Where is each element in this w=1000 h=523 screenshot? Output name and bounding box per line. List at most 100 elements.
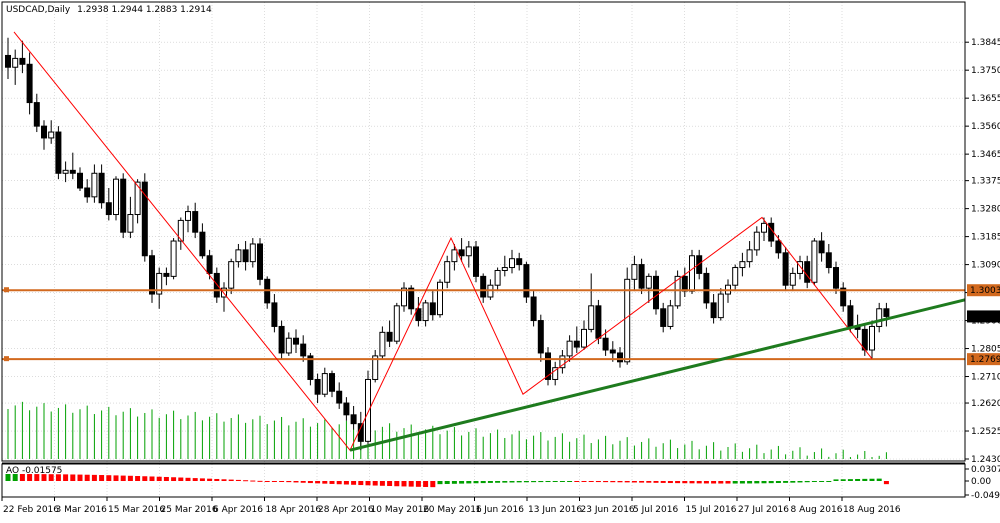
- candle-bear: [386, 331, 393, 342]
- ao-bar-up: [509, 481, 515, 483]
- ao-bar-down: [120, 475, 126, 481]
- ao-bar-down: [603, 481, 609, 483]
- candle-bull: [624, 278, 631, 363]
- ao-bar-down: [207, 478, 213, 481]
- candle-bear: [357, 423, 364, 442]
- ao-bar-up: [790, 481, 796, 483]
- candle-bear: [804, 261, 811, 283]
- candle-bear: [545, 352, 551, 380]
- candle-bull: [372, 355, 379, 380]
- ao-bar-down: [351, 481, 357, 485]
- candle-bull: [249, 243, 256, 263]
- current-price-label: 1.2914: [970, 312, 1000, 322]
- candle-bear: [55, 131, 62, 174]
- ao-bar-down: [286, 481, 292, 483]
- ao-bar-down: [883, 481, 889, 485]
- candle-bear: [199, 231, 206, 257]
- zigzag-line: [13, 31, 873, 452]
- candles: [5, 37, 890, 451]
- ao-bar-down: [675, 481, 681, 484]
- candle-bull: [645, 275, 652, 289]
- ao-bar-down: [696, 481, 702, 484]
- ao-bar-up: [495, 481, 501, 483]
- candle-bull: [494, 269, 501, 286]
- candle-bull: [588, 305, 595, 330]
- level-price-text: 1.2769: [970, 355, 1000, 365]
- time-tick-label: 23 Jun 2016: [581, 505, 635, 515]
- ao-bar-down: [55, 474, 61, 481]
- candle-bull: [797, 261, 803, 274]
- ao-bar-up: [516, 481, 522, 483]
- candle-bear: [329, 373, 335, 392]
- ao-bar-down: [322, 481, 328, 484]
- candle-bear: [105, 202, 112, 216]
- ao-bar-down: [271, 481, 277, 482]
- ao-bar-down: [77, 474, 83, 481]
- price-tick-label: 1.3280: [971, 205, 1000, 215]
- time-tick-label: 13 Jun 2016: [528, 505, 582, 515]
- candle-bear: [84, 187, 91, 198]
- ao-bar-down: [639, 481, 645, 483]
- ao-tick-label: 0.03079: [971, 465, 1000, 475]
- candle-bull: [631, 264, 638, 280]
- candle-bear: [818, 240, 825, 254]
- candle-bear: [573, 340, 580, 348]
- time-tick-label: 8 Aug 2016: [791, 505, 843, 515]
- time-tick-label: 10 May 2016: [371, 505, 430, 515]
- candle-bull: [170, 240, 177, 277]
- candle-bear: [537, 320, 544, 354]
- time-tick-label: 18 Aug 2016: [843, 505, 901, 515]
- candle-bull: [465, 246, 472, 257]
- ao-bar-up: [444, 481, 450, 484]
- candle-bull: [393, 305, 400, 342]
- candle-bull: [761, 222, 767, 233]
- ao-bar-down: [228, 479, 234, 481]
- ao-bar-down: [581, 481, 587, 482]
- price-tick-label: 1.3750: [971, 66, 1000, 76]
- candle-bull: [559, 355, 566, 369]
- ao-bar-down: [610, 481, 616, 483]
- candle-bear: [343, 402, 350, 416]
- candle-bull: [444, 261, 451, 283]
- ao-bar-up: [754, 481, 760, 484]
- ao-bar-up: [847, 479, 853, 481]
- candle-bull: [732, 267, 739, 286]
- ao-bar-down: [408, 481, 414, 487]
- ao-bar-up: [819, 481, 825, 482]
- ao-bar-down: [358, 481, 364, 486]
- ao-bar-up: [559, 481, 565, 482]
- candle-bear: [163, 272, 170, 277]
- time-tick-label: 27 Jul 2016: [738, 505, 789, 515]
- ao-bar-up: [768, 481, 774, 484]
- time-tick-label: 1 Jun 2016: [476, 505, 525, 515]
- candle-bear: [415, 308, 422, 322]
- candle-bull: [869, 325, 875, 351]
- candle-bear: [516, 258, 523, 266]
- candle-bull: [581, 328, 587, 348]
- candle-bull: [717, 293, 724, 319]
- candle-bull: [552, 367, 559, 380]
- ao-bar-down: [250, 480, 256, 482]
- ao-bar-up: [487, 481, 493, 483]
- candle-bull: [127, 214, 134, 233]
- price-tick-label: 1.2805: [971, 345, 1000, 355]
- candle-bull: [185, 211, 191, 221]
- candle-bear: [213, 272, 220, 298]
- price-tick-label: 1.3185: [971, 233, 1000, 243]
- current-price-box: [967, 310, 1000, 323]
- time-tick-label: 18 Apr 2016: [266, 505, 322, 515]
- candle-bull: [566, 340, 573, 357]
- ao-bar-down: [48, 474, 54, 481]
- candle-bear: [473, 246, 479, 277]
- candle-bear: [271, 302, 278, 327]
- candle-bear: [314, 378, 321, 395]
- ao-bar-up: [833, 479, 839, 481]
- ao-bar-up: [862, 478, 868, 481]
- price-tick-label: 1.3465: [971, 150, 1000, 160]
- ao-bar-down: [365, 481, 371, 486]
- ao-bar-up: [531, 481, 537, 483]
- ao-bar-down: [660, 481, 666, 483]
- level-marker: [4, 356, 9, 362]
